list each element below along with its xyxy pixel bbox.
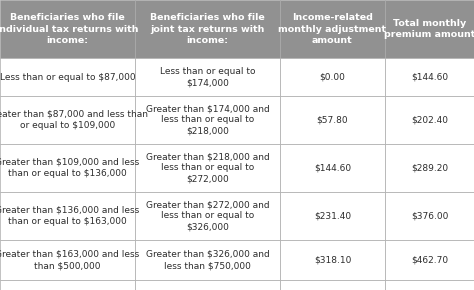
Bar <box>135 280 280 290</box>
Text: Less than or equal to
$174,000: Less than or equal to $174,000 <box>160 67 255 87</box>
Bar <box>280 96 385 144</box>
Text: $202.40: $202.40 <box>411 115 448 124</box>
Text: $289.20: $289.20 <box>411 164 448 173</box>
Text: Income-related
monthly adjustment
amount: Income-related monthly adjustment amount <box>278 13 387 45</box>
Bar <box>135 192 280 240</box>
Bar <box>280 144 385 192</box>
Bar <box>385 280 474 290</box>
Bar <box>385 0 474 58</box>
Bar <box>135 0 280 58</box>
Text: Greater than $163,000 and less
than $500,000: Greater than $163,000 and less than $500… <box>0 250 140 270</box>
Text: Greater than $87,000 and less than
or equal to $109,000: Greater than $87,000 and less than or eq… <box>0 110 148 130</box>
Bar <box>280 240 385 280</box>
Bar <box>385 144 474 192</box>
Bar <box>135 240 280 280</box>
Text: Greater than $326,000 and
less than $750,000: Greater than $326,000 and less than $750… <box>146 250 269 270</box>
Bar <box>0 240 135 280</box>
Bar <box>385 58 474 96</box>
Bar <box>0 280 135 290</box>
Bar <box>385 96 474 144</box>
Text: $318.10: $318.10 <box>314 255 351 264</box>
Text: Greater than $109,000 and less
than or equal to $136,000: Greater than $109,000 and less than or e… <box>0 158 140 178</box>
Bar <box>0 144 135 192</box>
Text: Greater than $272,000 and
less than or equal to
$326,000: Greater than $272,000 and less than or e… <box>146 200 269 232</box>
Text: Greater than $136,000 and less
than or equal to $163,000: Greater than $136,000 and less than or e… <box>0 206 140 226</box>
Text: $231.40: $231.40 <box>314 211 351 220</box>
Text: $462.70: $462.70 <box>411 255 448 264</box>
Text: Less than or equal to $87,000: Less than or equal to $87,000 <box>0 72 135 81</box>
Bar <box>0 0 135 58</box>
Text: $0.00: $0.00 <box>319 72 346 81</box>
Text: Beneficiaries who file
joint tax returns with
income:: Beneficiaries who file joint tax returns… <box>150 13 265 45</box>
Text: $376.00: $376.00 <box>411 211 448 220</box>
Text: Beneficiaries who file
individual tax returns with
income:: Beneficiaries who file individual tax re… <box>0 13 139 45</box>
Text: $144.60: $144.60 <box>314 164 351 173</box>
Bar <box>0 58 135 96</box>
Text: Greater than $218,000 and
less than or equal to
$272,000: Greater than $218,000 and less than or e… <box>146 153 269 184</box>
Bar <box>135 96 280 144</box>
Bar <box>280 280 385 290</box>
Text: $144.60: $144.60 <box>411 72 448 81</box>
Bar <box>280 0 385 58</box>
Bar <box>385 192 474 240</box>
Bar <box>385 240 474 280</box>
Bar <box>0 96 135 144</box>
Bar <box>135 144 280 192</box>
Bar <box>280 192 385 240</box>
Bar <box>280 58 385 96</box>
Text: Greater than $174,000 and
less than or equal to
$218,000: Greater than $174,000 and less than or e… <box>146 104 269 136</box>
Text: Total monthly
premium amount: Total monthly premium amount <box>384 19 474 39</box>
Text: $57.80: $57.80 <box>317 115 348 124</box>
Bar <box>0 192 135 240</box>
Bar <box>135 58 280 96</box>
